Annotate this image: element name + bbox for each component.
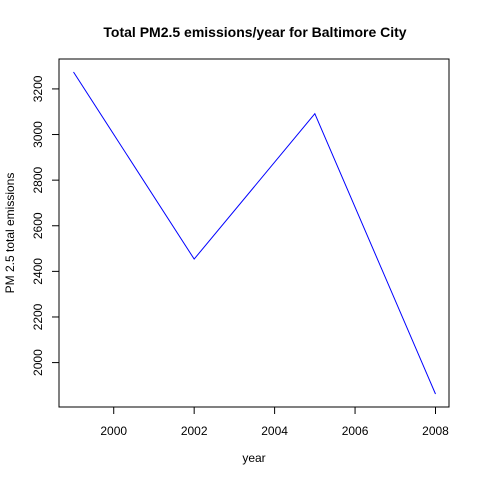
x-axis-label: year bbox=[242, 451, 265, 465]
y-tick-label: 2200 bbox=[31, 303, 45, 330]
y-tick-label: 3200 bbox=[31, 75, 45, 102]
y-axis-ticks: 2000 2200 2400 2600 2800 3000 3200 bbox=[31, 75, 59, 376]
x-tick-label: 2006 bbox=[342, 424, 369, 438]
x-axis-ticks: 2000 2002 2004 2006 2008 bbox=[100, 407, 449, 438]
chart-title: Total PM2.5 emissions/year for Baltimore… bbox=[103, 24, 406, 40]
y-axis-label: PM 2.5 total emissions bbox=[3, 173, 17, 294]
x-tick-label: 2004 bbox=[261, 424, 288, 438]
x-tick-label: 2002 bbox=[181, 424, 208, 438]
y-tick-label: 2000 bbox=[31, 349, 45, 376]
y-tick-label: 3000 bbox=[31, 121, 45, 148]
series-layer bbox=[73, 71, 436, 395]
y-tick-label: 2600 bbox=[31, 212, 45, 239]
plot-frame bbox=[58, 58, 450, 408]
x-tick-label: 2008 bbox=[422, 424, 449, 438]
y-tick-label: 2400 bbox=[31, 258, 45, 285]
y-tick-label: 2800 bbox=[31, 166, 45, 193]
x-tick-label: 2000 bbox=[100, 424, 127, 438]
series-line bbox=[73, 71, 436, 395]
